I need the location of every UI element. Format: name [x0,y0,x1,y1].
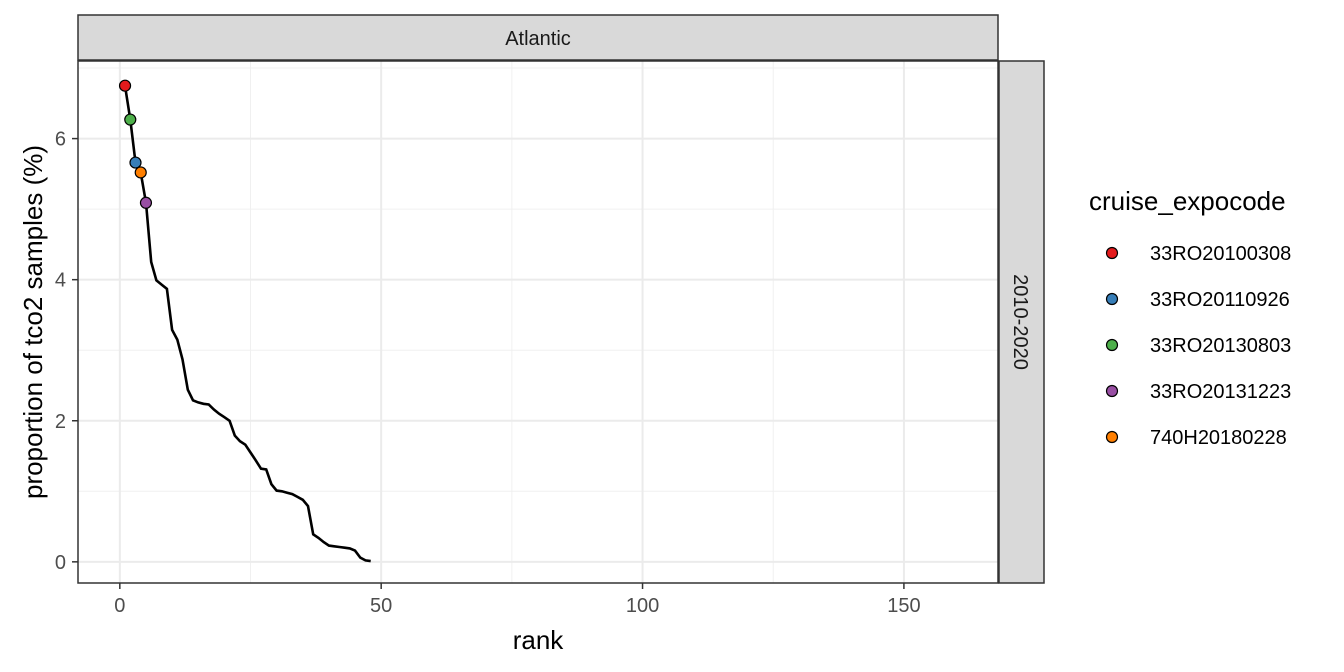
x-axis: 0 50 100 150 [114,583,921,617]
y-axis: 0 2 4 6 [55,129,78,574]
legend-label: 33RO20100308 [1150,243,1291,265]
data-point [124,113,137,126]
legend-label: 33RO20130803 [1150,335,1291,357]
x-tick-label: 100 [626,595,659,617]
y-tick-label: 4 [55,270,66,292]
rank-line [123,85,371,563]
major-gridlines [78,61,998,583]
y-axis-title: proportion of tco2 samples (%) [18,145,48,499]
facet-strip-top [77,14,999,61]
legend-key [1105,384,1119,398]
legend-label: 740H20180228 [1150,427,1287,449]
minor-gridlines [78,61,998,583]
legend-key [1105,292,1119,306]
facet-strip-right [998,60,1045,584]
y-tick-label: 2 [55,411,66,433]
legend-title: cruise_expocode [1089,186,1286,216]
legend: 33RO20100308 33RO20110926 33RO20130803 33RO… [1105,243,1291,449]
facet-label-column: Atlantic [505,28,571,50]
panel-border [77,60,999,584]
plot-panel [78,61,998,583]
data-point [134,166,147,179]
x-axis-title: rank [513,625,565,655]
data-point [129,156,142,169]
data-point [118,79,132,92]
highlight-points [118,79,153,209]
x-tick-label: 150 [887,595,920,617]
legend-key [1105,246,1119,260]
data-point [139,196,153,209]
legend-label: 33RO20110926 [1150,289,1290,311]
legend-key [1105,430,1119,444]
y-tick-label: 0 [55,552,66,574]
legend-key [1105,338,1119,352]
x-tick-label: 0 [114,595,125,617]
legend-label: 33RO20131223 [1150,381,1291,403]
x-tick-label: 50 [370,595,392,617]
y-tick-label: 6 [55,129,66,151]
facet-label-row: 2010-2020 [1009,274,1031,370]
